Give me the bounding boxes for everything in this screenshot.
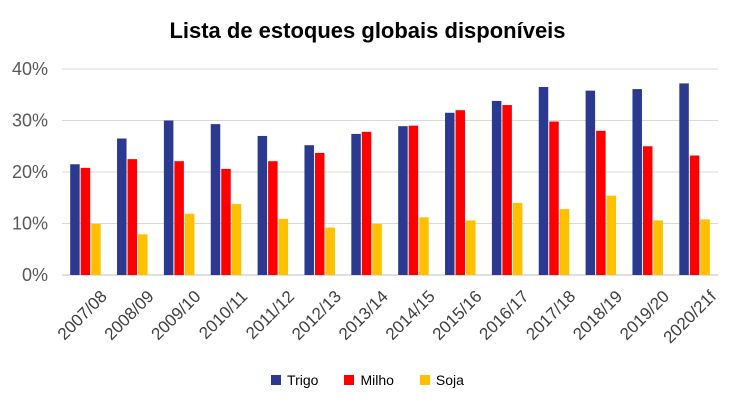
y-tick-label: 40% [12,59,48,79]
x-tick-label: 2017/18 [522,287,579,344]
bar-soja [231,203,242,275]
x-tick-label: 2009/10 [148,287,205,344]
y-tick-label: 20% [12,162,48,182]
y-tick-label: 30% [12,111,48,131]
bar-milho [502,105,512,275]
x-tick-label: 2014/15 [382,287,439,344]
bar-milho [642,146,653,275]
bar-trigo [70,164,80,275]
bar-trigo [445,112,455,276]
bar-soja [653,220,663,275]
bar-milho [408,125,419,276]
bar-trigo [491,100,502,276]
x-tick-label: 2013/14 [335,287,392,344]
bar-milho [314,152,325,275]
legend-swatch-milho [344,375,355,385]
bar-milho [549,121,559,275]
x-tick-label: 2008/09 [101,287,158,344]
y-tick-label: 10% [12,214,48,234]
x-axis-labels: 2007/082008/092009/102010/112011/122012/… [54,287,720,347]
bar-trigo [679,83,689,275]
legend-swatch-soja [419,375,430,385]
bar-soja [278,218,289,275]
bar-soja [606,195,617,275]
chart-title: Lista de estoques globais disponíveis [169,18,566,43]
bar-trigo [585,90,596,275]
y-tick-label: 0% [22,265,48,285]
legend-item-soja: Soja [419,372,464,388]
bar-trigo [351,133,361,275]
bar-soja [466,220,476,275]
legend-item-trigo: Trigo [271,372,318,388]
bar-milho [174,161,184,275]
legend: Trigo Milho Soja [0,372,735,388]
bar-milho [268,161,278,275]
bar-soja [325,227,335,275]
y-axis-ticks: 0% 10% 20% 30% 40% [12,59,48,285]
x-tick-label: 2010/11 [195,287,251,343]
x-tick-label: 2011/12 [242,287,298,343]
x-tick-label: 2020/21f [660,287,720,347]
x-tick-label: 2016/17 [476,287,533,344]
bar-milho [361,131,372,275]
bar-soja [184,213,195,275]
bar-trigo [257,135,268,275]
bar-soja [559,209,570,275]
bar-trigo [117,138,127,275]
bar-milho [596,130,606,275]
gridlines [62,68,718,276]
bar-soja [138,234,148,275]
legend-label-milho: Milho [360,372,394,388]
bar-trigo [304,145,314,275]
legend-swatch-trigo [271,375,282,385]
bar-milho [689,155,700,275]
bar-soja [419,217,429,275]
x-tick-label: 2015/16 [429,287,486,344]
bar-milho [221,168,231,275]
bar-trigo [210,124,221,275]
bar-milho [455,110,466,275]
bars [70,83,710,276]
bar-soja [700,219,710,275]
x-tick-label: 2018/19 [569,287,626,344]
bar-soja [91,224,101,275]
bar-trigo [538,87,549,276]
bar-soja [372,224,382,275]
legend-label-soja: Soja [435,372,464,388]
legend-label-trigo: Trigo [287,372,319,388]
bar-soja [512,202,523,275]
legend-item-milho: Milho [344,372,394,388]
x-tick-label: 2012/13 [288,287,345,344]
bar-trigo [163,120,174,275]
x-tick-label: 2007/08 [54,287,111,344]
bar-trigo [632,89,642,276]
bar-milho [80,167,91,275]
bar-milho [127,159,138,275]
bar-trigo [398,126,408,275]
